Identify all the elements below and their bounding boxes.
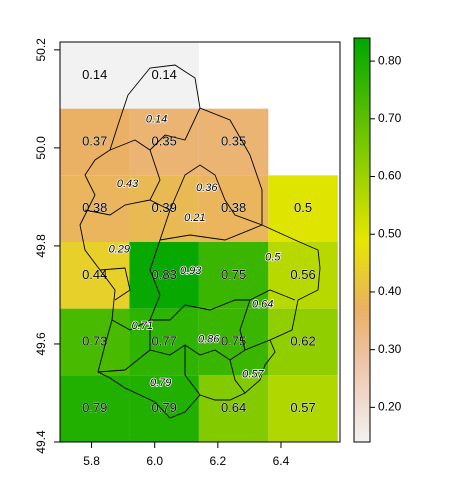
- point-label: 0.86: [198, 333, 220, 345]
- colorbar-tick-label: 0.70: [378, 111, 402, 125]
- y-tick-label: 49.6: [34, 332, 48, 356]
- cell: [129, 175, 199, 242]
- cell-label: 0.44: [82, 267, 107, 282]
- cell: [268, 375, 338, 442]
- country-outline: [79, 64, 321, 419]
- cell-label: 0.5: [294, 200, 312, 215]
- point-label: 0.57: [242, 368, 264, 380]
- cell-label: 0.14: [82, 67, 107, 82]
- x-tick-label: 6.2: [209, 454, 226, 468]
- cell: [198, 108, 269, 176]
- cell-label: 0.14: [152, 67, 177, 82]
- boundaries: [79, 64, 321, 419]
- cell: [129, 375, 199, 442]
- cell: [60, 108, 130, 176]
- cell-label: 0.38: [82, 200, 107, 215]
- point-labels: 0.140.43 0.360.210.290.930.50.640.710.860…: [108, 113, 282, 390]
- colorbar-tick-label: 0.60: [378, 169, 402, 183]
- y-tick-label: 49.4: [34, 430, 48, 454]
- cell-label: 0.77: [152, 333, 177, 348]
- y-tick-label: 50.2: [34, 38, 48, 62]
- colorbar-tick-label: 0.20: [378, 400, 402, 414]
- point-label: 0.29: [109, 244, 130, 256]
- colorbar-tick-label: 0.80: [378, 53, 402, 67]
- point-label: 0.36: [196, 182, 218, 194]
- x-tick-label: 5.8: [83, 454, 100, 468]
- cell-label: 0.57: [290, 400, 315, 415]
- cell: [60, 308, 130, 376]
- cell: [198, 242, 269, 309]
- cell: [129, 42, 199, 109]
- cell-label: 0.79: [82, 400, 107, 415]
- point-label: 0.93: [180, 265, 202, 277]
- plot-frame: [59, 41, 341, 443]
- point-label: 0.5: [265, 252, 281, 264]
- cell-label: 0.64: [221, 400, 246, 415]
- point-label: 0.71: [132, 320, 153, 332]
- cell: [268, 175, 338, 242]
- cell-label: 0.56: [290, 267, 315, 282]
- y-tick-label: 50.0: [34, 136, 48, 160]
- cell: [60, 42, 130, 109]
- raster: 0.14 0.140.37 0.35 0.350.38 0.39 0.38 0.50.44 0…: [60, 42, 338, 442]
- colorbar-tick-label: 0.40: [378, 284, 402, 298]
- cell-label: 0.35: [152, 133, 177, 148]
- cell: [198, 175, 269, 242]
- cell-label: 0.75: [221, 333, 246, 348]
- cell: [198, 308, 269, 376]
- cell-label: 0.37: [82, 133, 107, 148]
- colorbar-tick-label: 0.30: [378, 342, 402, 356]
- cell: [60, 375, 130, 442]
- cell: [60, 175, 130, 242]
- point-label: 0.43: [117, 178, 139, 190]
- cell: [268, 308, 338, 376]
- cell: [129, 108, 199, 176]
- point-label: 0.79: [150, 377, 171, 389]
- cell-label: 0.83: [152, 267, 177, 282]
- colorbar: [353, 37, 371, 443]
- point-label: 0.21: [184, 212, 205, 224]
- cell: [198, 375, 269, 442]
- cell: [129, 242, 199, 309]
- y-tick-label: 49.8: [34, 234, 48, 258]
- x-tick-label: 6.4: [273, 454, 290, 468]
- cell-label: 0.75: [221, 267, 246, 282]
- cell-label: 0.79: [152, 400, 177, 415]
- point-label: 0.14: [146, 113, 167, 125]
- cell-label: 0.62: [290, 333, 315, 348]
- x-tick-label: 6.0: [146, 454, 163, 468]
- point-label: 0.64: [252, 299, 273, 311]
- canton-border: [84, 107, 296, 396]
- cell-label: 0.73: [82, 333, 107, 348]
- colorbar-tick-label: 0.50: [378, 226, 402, 240]
